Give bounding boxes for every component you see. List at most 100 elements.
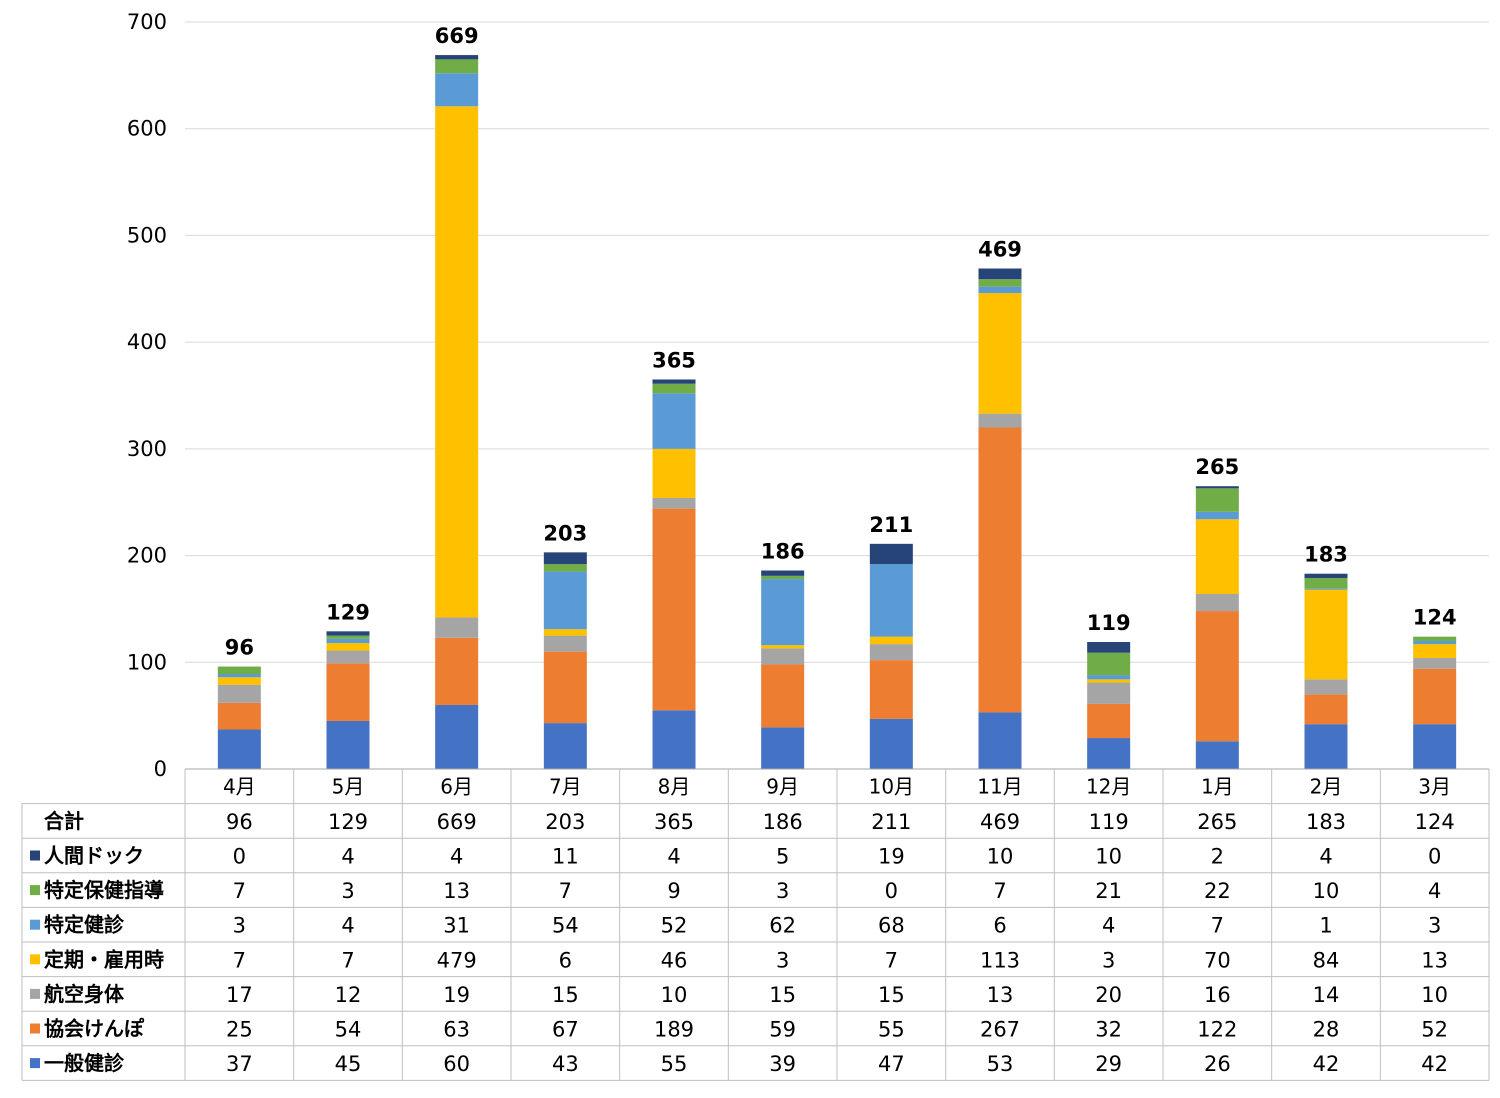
- data-label-total: 96: [225, 636, 254, 660]
- table-cell: 113: [980, 948, 1020, 972]
- bar-segment: [1087, 679, 1131, 683]
- x-tick-label: 7月: [549, 774, 582, 798]
- table-cell: 7: [233, 879, 246, 903]
- bar-segment: [1413, 640, 1457, 645]
- table-cell: 6: [993, 914, 1006, 938]
- bar-segment: [978, 427, 1022, 713]
- table-cell: 45: [335, 1052, 362, 1076]
- y-tick-label: 400: [127, 330, 167, 354]
- bar-segment: [652, 383, 696, 394]
- table-cell: 4: [1428, 879, 1441, 903]
- table-cell: 16: [1204, 983, 1231, 1007]
- table-cell: 42: [1421, 1052, 1448, 1076]
- bar-segment: [543, 629, 587, 636]
- bar-segment: [869, 660, 913, 719]
- table-cell: 17: [226, 983, 253, 1007]
- table-cell: 4: [450, 845, 463, 869]
- table-cell: 119: [1089, 810, 1129, 834]
- table-cell: 5: [776, 845, 789, 869]
- table-cell: 3: [776, 879, 789, 903]
- table-cell: 43: [552, 1052, 579, 1076]
- table-cell: 53: [987, 1052, 1014, 1076]
- bar-segment: [761, 727, 805, 769]
- table-cell: 52: [1421, 1018, 1448, 1042]
- bar-segment: [761, 579, 805, 646]
- legend-swatch: [30, 919, 40, 930]
- table-cell: 84: [1313, 948, 1340, 972]
- table-cell: 15: [769, 983, 796, 1007]
- legend-swatch: [30, 1058, 40, 1069]
- legend-label: 定期・雇用時: [44, 947, 164, 971]
- bar-segment: [326, 643, 370, 651]
- bar-segment: [326, 638, 370, 644]
- table-cell: 267: [980, 1018, 1020, 1042]
- y-tick-label: 200: [127, 544, 167, 568]
- data-label-total: 265: [1195, 455, 1239, 479]
- table-cell: 59: [769, 1018, 796, 1042]
- data-label-total: 119: [1087, 611, 1131, 635]
- bar-segment: [543, 723, 587, 769]
- table-cell: 0: [233, 845, 246, 869]
- legend-swatch: [30, 850, 40, 861]
- table-cell: 96: [226, 810, 253, 834]
- table-cell: 2: [1211, 845, 1224, 869]
- bar-segment: [652, 710, 696, 769]
- bar-segment: [1304, 573, 1348, 578]
- table-cell: 28: [1313, 1018, 1340, 1042]
- table-cell: 7: [341, 948, 354, 972]
- x-tick-label: 2月: [1310, 774, 1343, 798]
- bar-segment: [217, 702, 261, 730]
- table-cell: 7: [1211, 914, 1224, 938]
- table-cell: 26: [1204, 1052, 1231, 1076]
- data-label-total: 203: [543, 521, 587, 545]
- table-cell: 7: [233, 948, 246, 972]
- table-cell: 7: [993, 879, 1006, 903]
- table-cell: 55: [878, 1018, 905, 1042]
- bar-segment: [761, 570, 805, 576]
- table-cell: 52: [661, 914, 688, 938]
- data-label-total: 186: [761, 540, 805, 564]
- table-cell: 29: [1095, 1052, 1122, 1076]
- table-cell: 365: [654, 810, 694, 834]
- x-tick-label: 9月: [766, 774, 799, 798]
- table-cell: 265: [1197, 810, 1237, 834]
- x-tick-label: 8月: [658, 774, 691, 798]
- table-cell: 4: [667, 845, 680, 869]
- bar-segment: [1087, 652, 1131, 676]
- table-cell: 25: [226, 1018, 253, 1042]
- bar-segment: [217, 666, 261, 675]
- table-cell: 122: [1197, 1018, 1237, 1042]
- table-cell: 10: [1421, 983, 1448, 1007]
- table-cell: 4: [341, 845, 354, 869]
- table-cell: 21: [1095, 879, 1122, 903]
- table-cell: 70: [1204, 948, 1231, 972]
- legend-swatch: [30, 885, 40, 896]
- bar-segment: [978, 268, 1022, 280]
- table-cell: 479: [437, 948, 477, 972]
- table-cell: 13: [987, 983, 1014, 1007]
- table-cell: 54: [552, 914, 579, 938]
- table-cell: 10: [1313, 879, 1340, 903]
- x-tick-label: 3月: [1418, 774, 1451, 798]
- bar-segment: [1087, 675, 1131, 680]
- bar-segment: [652, 393, 696, 449]
- table-cell: 1: [1319, 914, 1332, 938]
- table-row-label: 合計: [44, 809, 84, 833]
- x-tick-label: 11月: [977, 774, 1022, 798]
- table-cell: 7: [559, 879, 572, 903]
- legend-label: 一般健診: [44, 1051, 125, 1075]
- bar-segment: [435, 106, 479, 618]
- bar-segment: [1195, 511, 1239, 520]
- table-cell: 189: [654, 1018, 694, 1042]
- y-tick-label: 500: [127, 223, 167, 247]
- x-tick-label: 6月: [440, 774, 473, 798]
- table-cell: 4: [1102, 914, 1115, 938]
- table-cell: 39: [769, 1052, 796, 1076]
- table-cell: 7: [885, 948, 898, 972]
- data-label-total: 129: [326, 600, 370, 624]
- y-tick-label: 700: [127, 10, 167, 34]
- table-cell: 129: [328, 810, 368, 834]
- bar-segment: [543, 552, 587, 565]
- table-cell: 15: [552, 983, 579, 1007]
